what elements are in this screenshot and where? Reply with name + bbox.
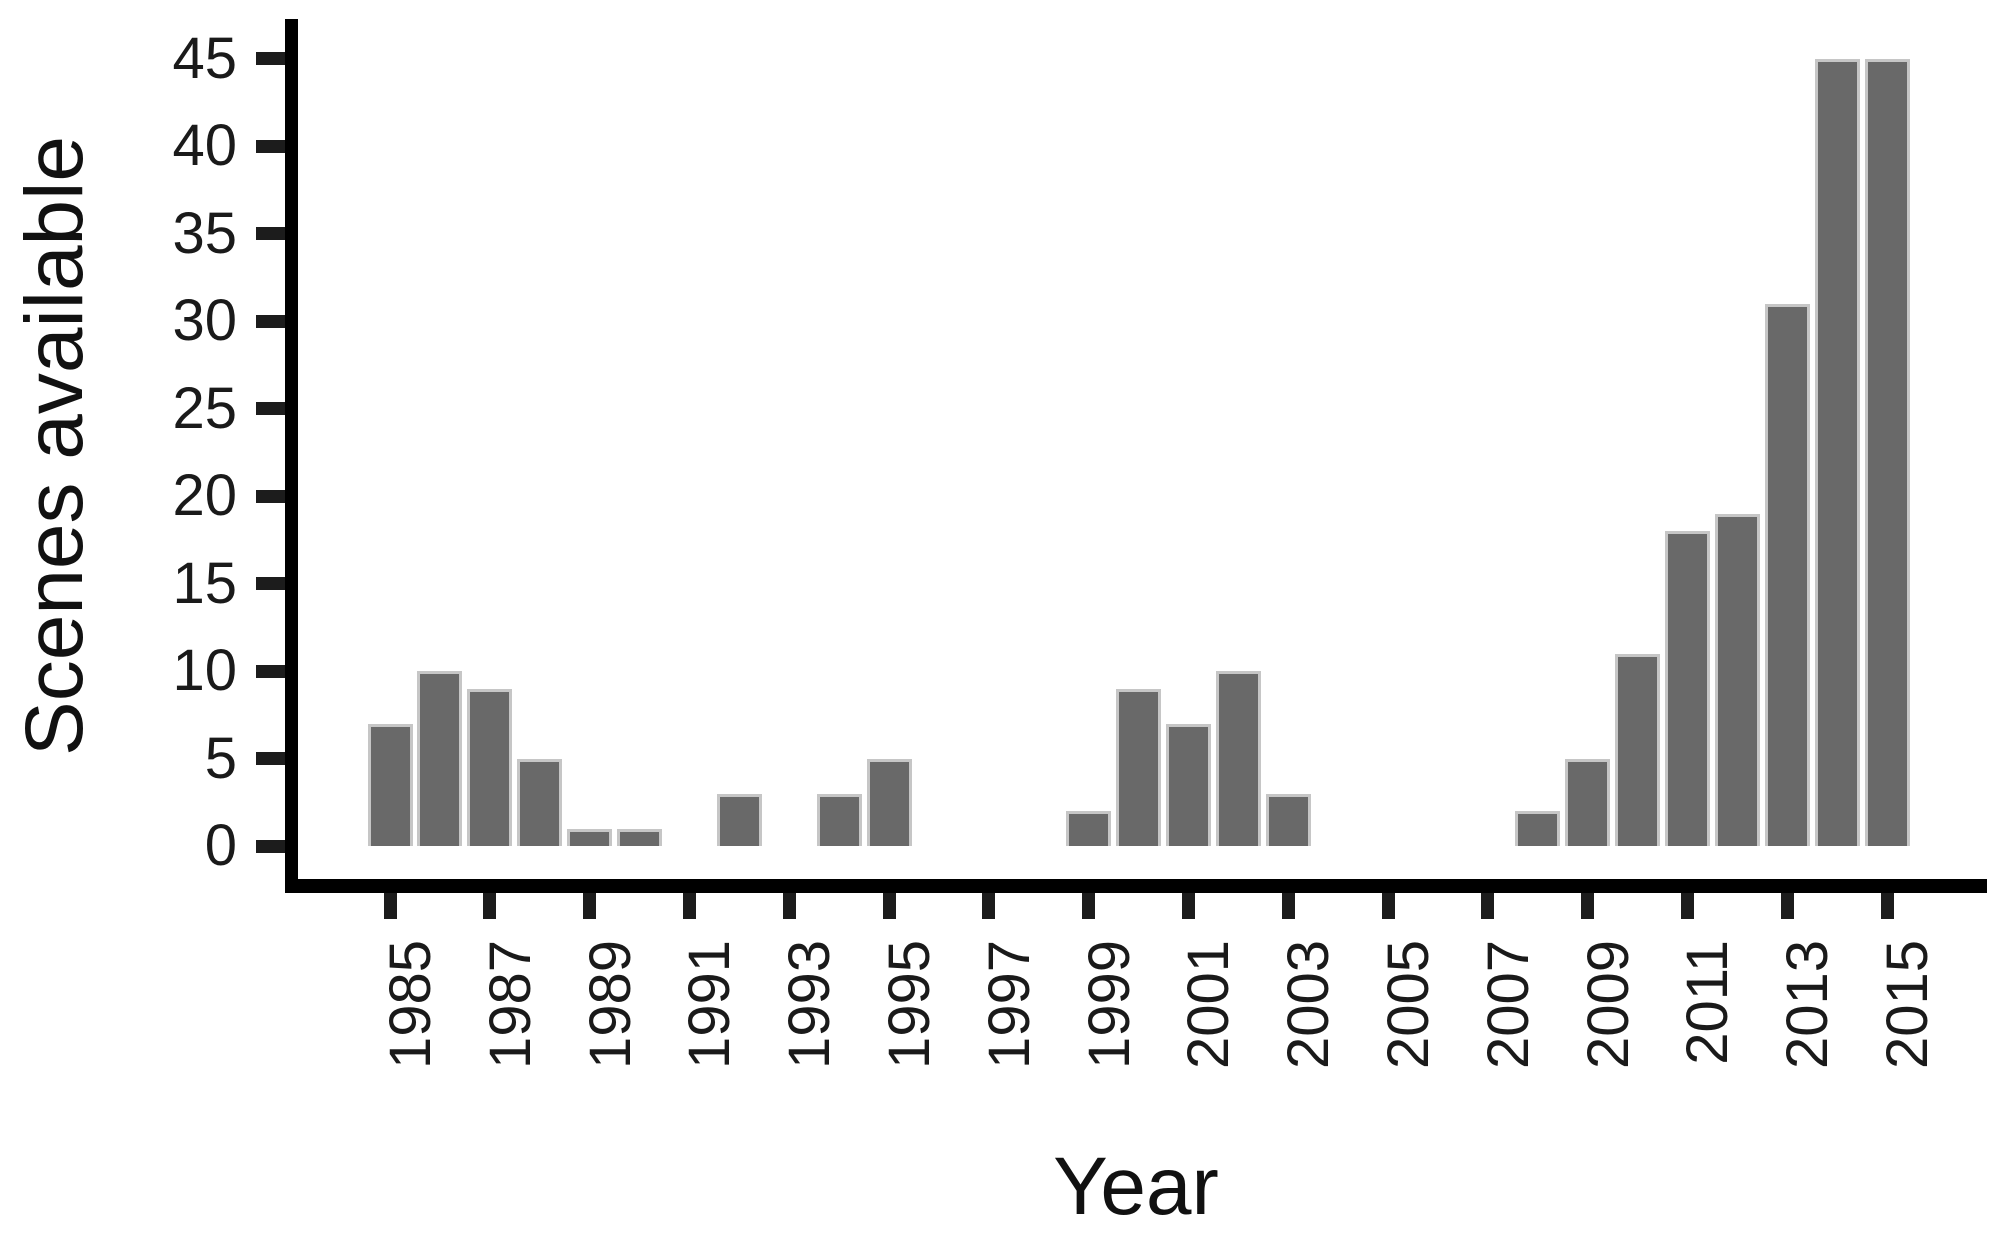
- x-tick-label-1989: 1989: [577, 940, 643, 1070]
- bar-1988: [517, 758, 563, 846]
- bar-1986: [417, 671, 463, 846]
- y-tick-10: [256, 664, 285, 678]
- x-tick-2015: [1880, 893, 1894, 919]
- bar-1994: [816, 793, 862, 846]
- x-tick-2001: [1181, 893, 1195, 919]
- x-tick-2009: [1581, 893, 1595, 919]
- x-axis-line: [285, 879, 1987, 893]
- x-tick-1991: [682, 893, 696, 919]
- x-tick-label-1991: 1991: [677, 940, 743, 1070]
- bar-1990: [617, 828, 662, 846]
- bar-2001: [1165, 723, 1211, 846]
- bar-1987: [467, 688, 513, 846]
- y-tick-5: [256, 752, 285, 765]
- x-tick-2007: [1481, 893, 1495, 919]
- y-tick-30: [256, 314, 285, 328]
- y-tick-20: [256, 489, 285, 503]
- x-tick-label-2001: 2001: [1176, 940, 1242, 1070]
- bar-2003: [1265, 793, 1311, 846]
- y-tick-35: [256, 227, 285, 240]
- y-tick-label-0: 0: [204, 813, 237, 878]
- bar-2012: [1714, 513, 1760, 846]
- bar-2011: [1664, 531, 1710, 846]
- y-tick-label-45: 45: [172, 25, 237, 91]
- y-tick-40: [256, 139, 285, 153]
- bar-2010: [1615, 653, 1660, 846]
- bar-1992: [716, 793, 762, 846]
- x-tick-1985: [383, 893, 397, 919]
- x-tick-1995: [882, 893, 896, 919]
- x-tick-label-2015: 2015: [1875, 940, 1940, 1070]
- x-tick-label-1993: 1993: [777, 940, 843, 1070]
- y-tick-label-40: 40: [172, 113, 237, 178]
- y-tick-label-10: 10: [172, 638, 237, 703]
- x-tick-label-2005: 2005: [1376, 940, 1441, 1070]
- x-tick-2013: [1780, 893, 1794, 919]
- bar-1985: [367, 723, 413, 846]
- x-tick-label-2007: 2007: [1475, 940, 1541, 1070]
- y-tick-label-5: 5: [204, 725, 237, 791]
- y-tick-label-30: 30: [172, 288, 237, 353]
- x-tick-2003: [1281, 893, 1295, 919]
- y-tick-label-15: 15: [172, 550, 237, 616]
- bar-1995: [866, 758, 912, 846]
- bar-2015: [1864, 58, 1910, 846]
- y-tick-label-35: 35: [172, 200, 237, 266]
- bar-2014: [1814, 58, 1860, 846]
- x-tick-2011: [1680, 893, 1694, 919]
- y-tick-0: [256, 839, 285, 853]
- y-axis-line: [285, 19, 298, 893]
- bar-1989: [567, 828, 613, 846]
- x-tick-label-2011: 2011: [1675, 940, 1741, 1065]
- bar-2002: [1215, 671, 1261, 846]
- y-tick-15: [256, 577, 285, 590]
- x-tick-label-1987: 1987: [477, 940, 543, 1070]
- y-axis-title: Scenes available: [9, 136, 100, 756]
- x-tick-1997: [982, 893, 996, 919]
- x-tick-label-1997: 1997: [976, 940, 1042, 1070]
- x-axis-title: Year: [1053, 1141, 1219, 1232]
- x-tick-label-2013: 2013: [1775, 940, 1841, 1070]
- x-tick-label-2009: 2009: [1575, 940, 1641, 1070]
- x-tick-label-1999: 1999: [1076, 940, 1142, 1070]
- x-tick-1987: [483, 893, 497, 919]
- bar-2013: [1764, 303, 1810, 846]
- y-tick-25: [256, 402, 285, 415]
- x-tick-label-1995: 1995: [877, 940, 942, 1070]
- x-tick-2005: [1381, 893, 1395, 919]
- bar-2000: [1116, 688, 1161, 846]
- x-tick-1999: [1082, 893, 1096, 919]
- bar-2009: [1565, 758, 1611, 846]
- y-tick-45: [256, 52, 285, 65]
- bar-1999: [1066, 811, 1112, 846]
- x-tick-1993: [782, 893, 796, 919]
- y-tick-label-20: 20: [172, 463, 237, 528]
- y-tick-label-25: 25: [172, 375, 237, 441]
- x-tick-label-1985: 1985: [378, 940, 443, 1070]
- x-tick-label-2003: 2003: [1276, 940, 1342, 1070]
- x-tick-1989: [583, 893, 597, 919]
- bar-2008: [1515, 811, 1561, 846]
